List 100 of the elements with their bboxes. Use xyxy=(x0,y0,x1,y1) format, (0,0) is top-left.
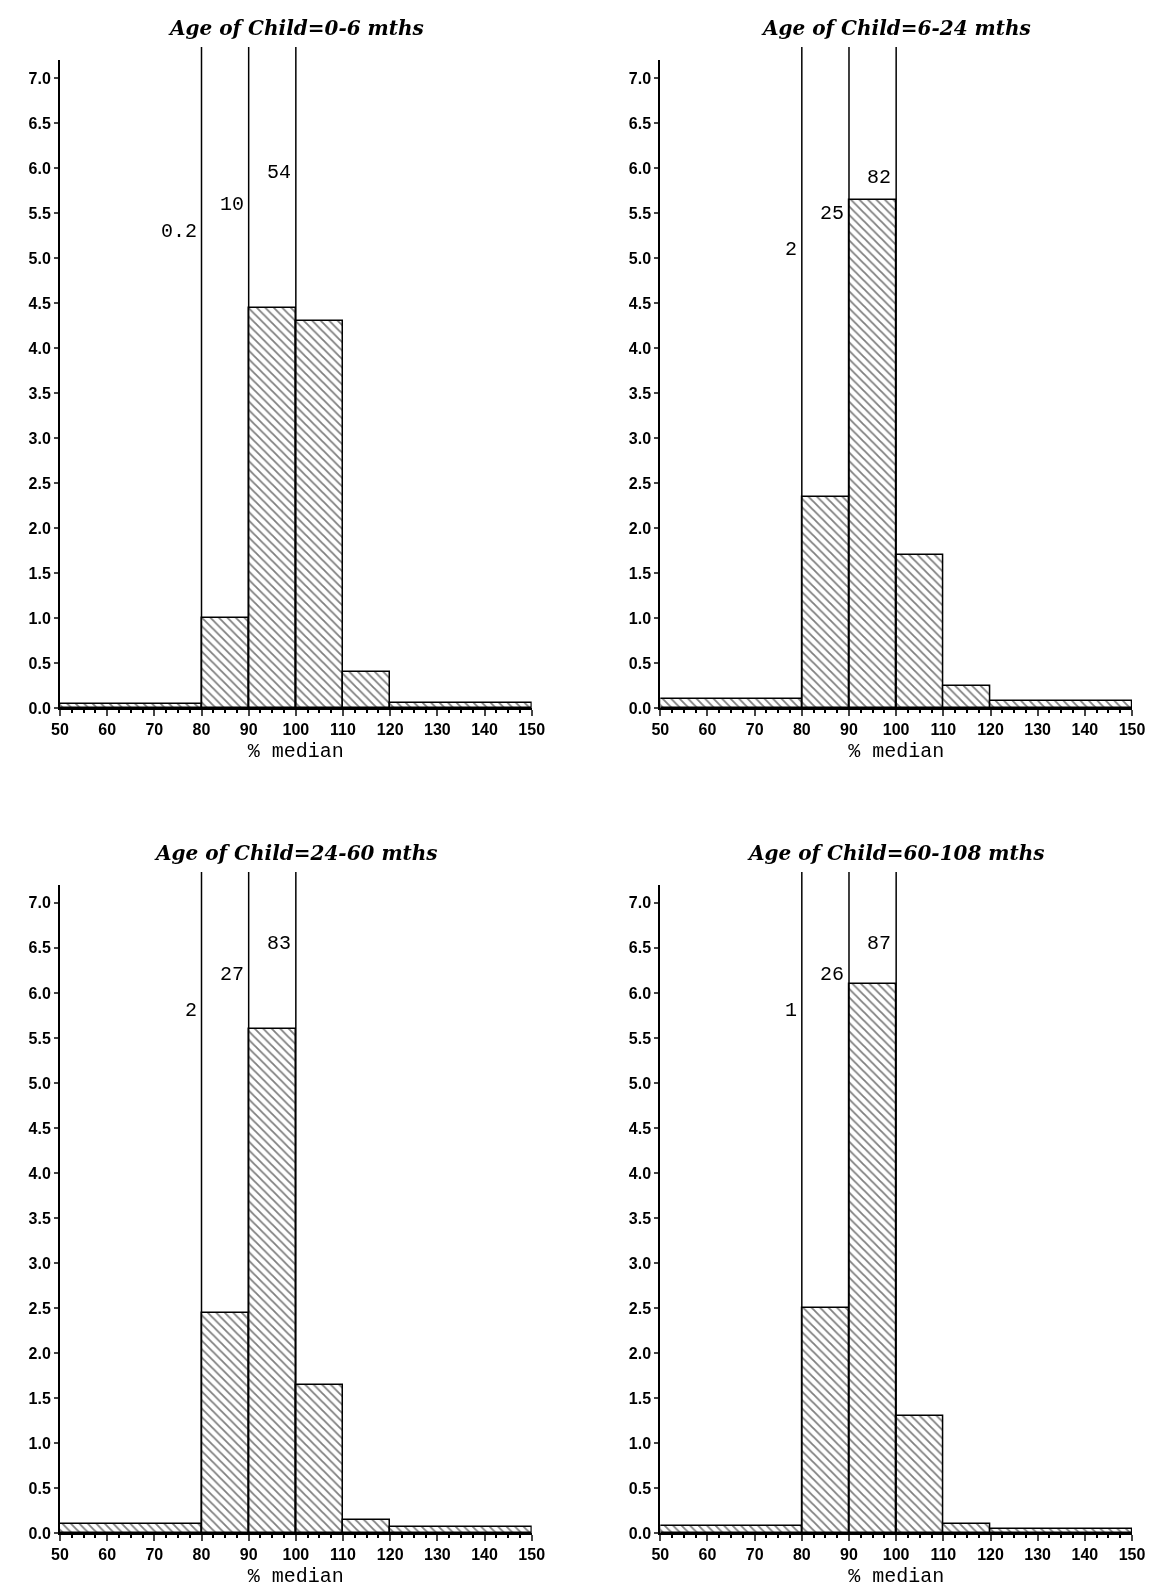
y-tick-label: 3.5 xyxy=(628,1209,652,1227)
y-tick-label: 7.0 xyxy=(628,69,652,87)
y-tick-label: 4.0 xyxy=(28,339,51,357)
x-axis-title: % median xyxy=(848,740,945,764)
y-tick-label: 1.5 xyxy=(28,1389,51,1407)
y-tick-label: 5.0 xyxy=(628,249,652,267)
x-tick-label: 90 xyxy=(239,1546,258,1564)
y-tick-label: 0.5 xyxy=(628,654,652,672)
y-tick-label: 7.0 xyxy=(28,69,51,87)
x-tick-label: 110 xyxy=(930,1546,957,1564)
x-tick-label: 50 xyxy=(51,1546,69,1564)
y-tick-label: 0.0 xyxy=(628,1524,652,1542)
y-tick-label: 3.0 xyxy=(628,429,652,447)
chart-title: Age of Child=0-6 mths xyxy=(168,16,424,40)
y-tick-label: 5.5 xyxy=(628,1029,652,1047)
annotation: 2 xyxy=(185,999,198,1022)
y-tick-label: 4.0 xyxy=(28,1164,51,1182)
y-tick-label: 1.0 xyxy=(28,1434,51,1452)
x-tick-label: 90 xyxy=(239,721,258,739)
x-tick-label: 120 xyxy=(977,721,1004,739)
x-tick-label: 90 xyxy=(840,1546,858,1564)
x-tick-label: 70 xyxy=(145,721,164,739)
x-tick-label: 70 xyxy=(745,1546,764,1564)
x-tick-label: 120 xyxy=(376,721,404,739)
y-tick-label: 2.0 xyxy=(28,1344,51,1362)
x-tick-label: 80 xyxy=(792,721,811,739)
x-tick-label: 150 xyxy=(518,1546,546,1564)
x-tick-label: 60 xyxy=(98,1546,117,1564)
x-tick-label: 70 xyxy=(745,721,764,739)
x-tick-label: 130 xyxy=(423,1546,451,1564)
y-tick-label: 1.5 xyxy=(28,564,51,582)
annotation: 2 xyxy=(785,238,798,261)
x-tick-label: 130 xyxy=(1024,721,1052,739)
x-tick-label: 150 xyxy=(1118,721,1146,739)
annotation: 87 xyxy=(867,932,892,955)
y-tick-label: 6.5 xyxy=(28,114,51,132)
x-tick-label: 150 xyxy=(1118,1546,1146,1564)
annotation: 10 xyxy=(220,193,245,216)
y-tick-label: 4.0 xyxy=(628,339,652,357)
y-tick-label: 2.0 xyxy=(28,519,51,537)
x-tick-label: 120 xyxy=(376,1546,404,1564)
x-tick-label: 150 xyxy=(518,721,546,739)
y-tick-label: 1.0 xyxy=(628,609,652,627)
y-tick-label: 0.5 xyxy=(28,1479,51,1497)
y-tick-label: 1.0 xyxy=(28,609,51,627)
x-axis-title: % median xyxy=(247,1565,344,1589)
x-tick-label: 80 xyxy=(792,1546,811,1564)
y-tick-label: 2.5 xyxy=(28,474,51,492)
x-tick-label: 50 xyxy=(651,1546,670,1564)
y-tick-label: 4.5 xyxy=(628,1119,652,1137)
x-tick-label: 130 xyxy=(1024,1546,1052,1564)
y-tick-label: 4.5 xyxy=(28,294,51,312)
y-tick-label: 7.0 xyxy=(28,894,51,912)
y-tick-label: 2.5 xyxy=(628,474,652,492)
x-tick-label: 70 xyxy=(145,1546,164,1564)
y-tick-label: 2.5 xyxy=(628,1299,652,1317)
y-tick-label: 2.0 xyxy=(628,519,652,537)
y-tick-label: 6.5 xyxy=(628,114,652,132)
y-tick-label: 6.5 xyxy=(628,939,652,957)
y-tick-label: 5.0 xyxy=(28,1074,51,1092)
x-axis-title: % median xyxy=(247,740,344,764)
y-tick-label: 6.0 xyxy=(628,984,652,1002)
y-tick-label: 6.0 xyxy=(28,984,51,1002)
x-tick-label: 110 xyxy=(930,721,957,739)
x-tick-label: 90 xyxy=(840,721,858,739)
annotation: 1 xyxy=(785,999,798,1022)
x-tick-label: 50 xyxy=(51,721,69,739)
x-tick-label: 130 xyxy=(423,721,451,739)
y-tick-label: 5.5 xyxy=(628,204,652,222)
y-tick-label: 6.5 xyxy=(28,939,51,957)
x-tick-label: 60 xyxy=(698,1546,717,1564)
annotation: 82 xyxy=(867,166,892,189)
y-tick-label: 0.0 xyxy=(628,699,652,717)
chart-title: Age of Child=24-60 mths xyxy=(154,841,438,865)
y-tick-label: 3.5 xyxy=(628,384,652,402)
y-tick-label: 3.5 xyxy=(28,384,51,402)
x-tick-label: 80 xyxy=(192,721,211,739)
x-tick-label: 120 xyxy=(977,1546,1004,1564)
y-tick-label: 0.0 xyxy=(28,699,51,717)
annotation: 0.2 xyxy=(161,220,198,243)
y-tick-label: 3.0 xyxy=(628,1254,652,1272)
y-tick-label: 5.5 xyxy=(28,1029,51,1047)
chart-title: Age of Child=6-24 mths xyxy=(761,16,1031,40)
annotation: 25 xyxy=(820,202,845,225)
x-tick-label: 140 xyxy=(471,1546,498,1564)
y-tick-label: 4.0 xyxy=(628,1164,652,1182)
x-tick-label: 100 xyxy=(282,721,310,739)
y-tick-label: 4.5 xyxy=(628,294,652,312)
y-tick-label: 3.0 xyxy=(28,1254,51,1272)
annotation: 83 xyxy=(267,932,292,955)
y-tick-label: 2.0 xyxy=(628,1344,652,1362)
x-tick-label: 80 xyxy=(192,1546,211,1564)
y-tick-label: 5.0 xyxy=(628,1074,652,1092)
x-tick-label: 50 xyxy=(651,721,670,739)
y-tick-label: 0.0 xyxy=(28,1524,51,1542)
x-tick-label: 110 xyxy=(330,1546,357,1564)
y-tick-label: 5.0 xyxy=(28,249,51,267)
annotation: 54 xyxy=(267,161,292,184)
y-tick-label: 2.5 xyxy=(28,1299,51,1317)
annotation: 27 xyxy=(220,963,245,986)
